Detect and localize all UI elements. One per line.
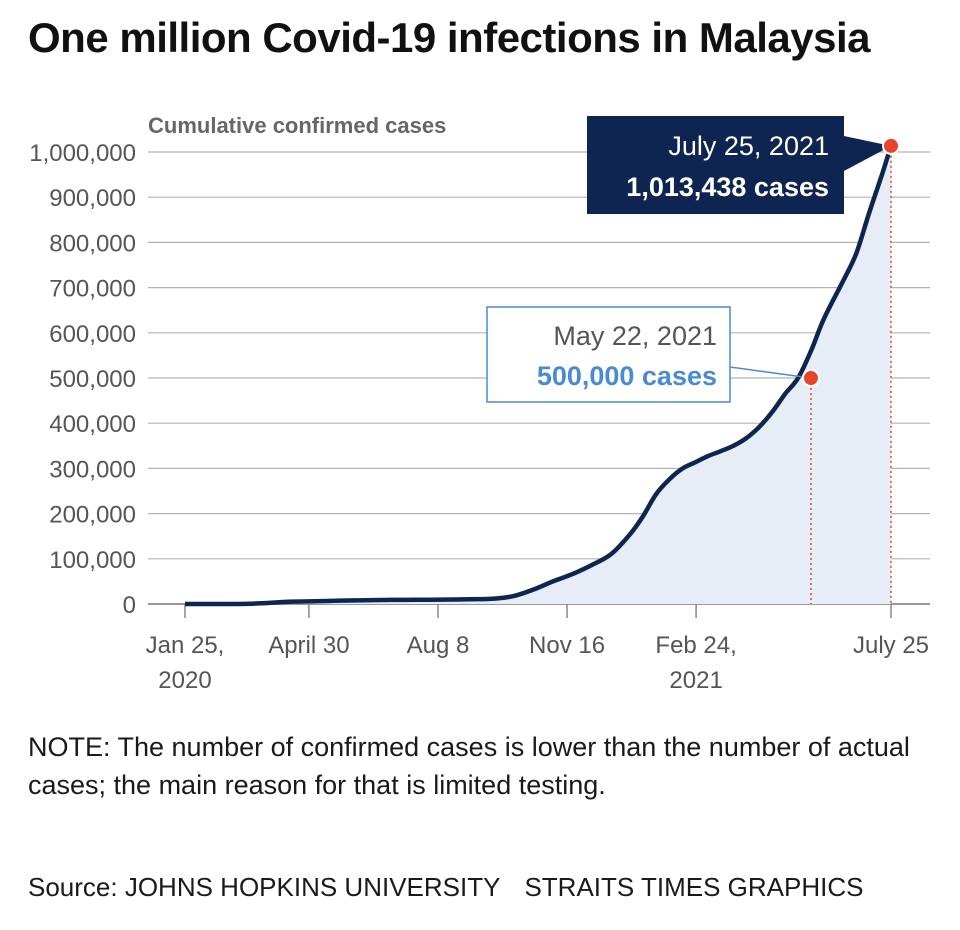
source-label: Source: JOHNS HOPKINS UNIVERSITY [28, 872, 501, 902]
callouts: May 22, 2021 500,000 cases July 25, 2021 1,… [486, 116, 900, 403]
cumulative-cases-line [184, 145, 894, 607]
x-axis: Jan 25, 2020 April 30 Aug 8 Nov 16 Feb 24, 202… [146, 604, 929, 694]
y-tick-label: 100,000 [49, 547, 136, 574]
y-axis-label: Cumulative confirmed cases [148, 113, 446, 138]
callout-box-july [587, 116, 844, 214]
y-tick-label: 1,000,000 [29, 140, 136, 167]
x-tick-label-year: 2020 [158, 667, 211, 694]
y-tick-label: 600,000 [49, 321, 136, 348]
callout-value: 500,000 cases [537, 361, 717, 391]
chart-area: Cumulative confirmed cases 0 100,000 200,0… [29, 113, 930, 694]
x-tick-label: Feb 24, [655, 632, 736, 659]
x-tick-label: April 30 [268, 632, 349, 659]
reference-lines [810, 145, 892, 604]
callout-date: May 22, 2021 [553, 321, 717, 351]
source-line: Source: JOHNS HOPKINS UNIVERSITY STRAITS … [28, 872, 887, 903]
chart-title: One million Covid-19 infections in Malay… [28, 14, 871, 61]
callout-value: 1,013,438 cases [626, 172, 829, 202]
milestone-dot [801, 369, 820, 387]
x-tick-label: Aug 8 [407, 632, 470, 659]
x-tick-label: Nov 16 [529, 632, 605, 659]
y-tick-label: 200,000 [49, 502, 136, 529]
y-tick-label: 700,000 [49, 276, 136, 303]
y-tick-label: 300,000 [49, 456, 136, 483]
y-tick-label: 500,000 [49, 366, 136, 393]
x-tick-label: July 25 [853, 632, 929, 659]
x-tick-label: Jan 25, [146, 632, 225, 659]
y-tick-label: 900,000 [49, 185, 136, 212]
y-tick-label: 800,000 [49, 230, 136, 257]
callout-box-may [486, 306, 731, 403]
y-tick-label: 400,000 [49, 411, 136, 438]
y-tick-label: 0 [123, 592, 136, 619]
source-credit: STRAITS TIMES GRAPHICS [524, 872, 864, 902]
area-fill [185, 145, 891, 605]
callout-pointer [844, 136, 891, 171]
callout-date: July 25, 2021 [668, 131, 829, 161]
note-text: NOTE: The number of confirmed cases is l… [28, 732, 910, 800]
y-axis-ticks: 0 100,000 200,000 300,000 400,000 500,000 600,… [29, 140, 136, 619]
milestone-dot [882, 136, 900, 155]
x-tick-label-year: 2021 [669, 667, 722, 694]
callout-connector [729, 366, 812, 379]
